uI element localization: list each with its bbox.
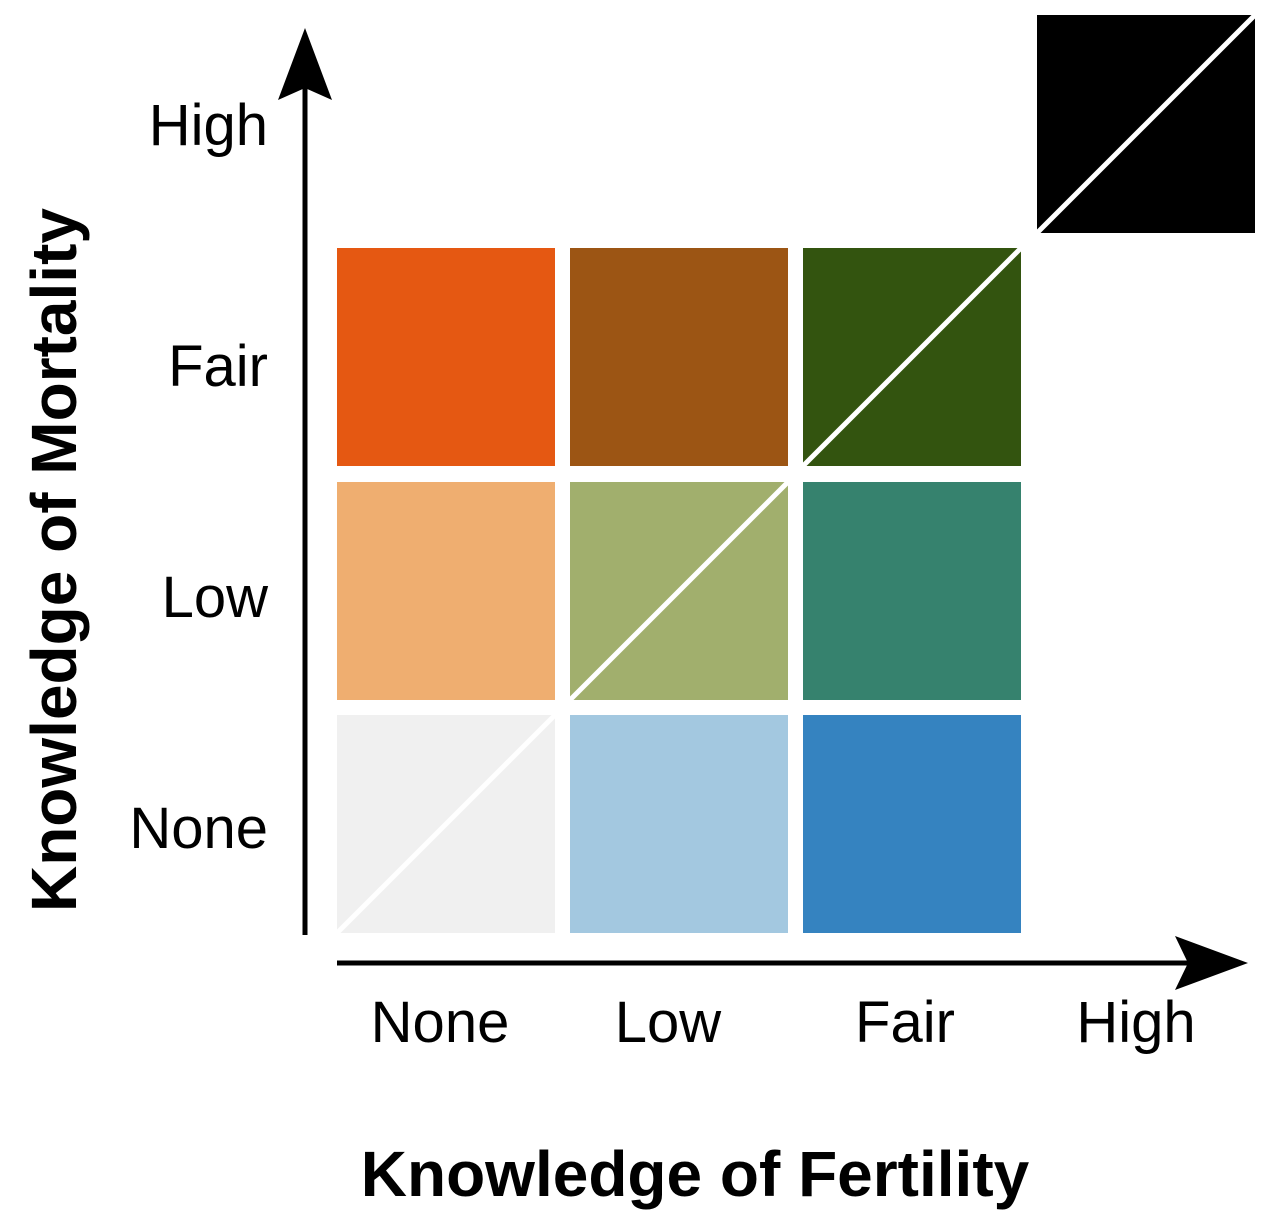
y-axis-arrowhead bbox=[278, 28, 332, 100]
y-tick-labels: None Low Fair High bbox=[129, 93, 269, 861]
x-tick-low: Low bbox=[615, 990, 723, 1055]
cell-diagonal-none-none bbox=[335, 713, 557, 935]
x-tick-high: High bbox=[1076, 990, 1195, 1055]
axes bbox=[278, 28, 1248, 990]
y-tick-low: Low bbox=[162, 565, 270, 630]
y-tick-none: None bbox=[129, 796, 268, 861]
y-axis-title: Knowledge of Mortality bbox=[18, 208, 90, 912]
cell-diagonal-high-high bbox=[1035, 13, 1257, 235]
cell-fair-none bbox=[803, 715, 1021, 933]
y-tick-fair: Fair bbox=[168, 334, 268, 399]
cell-diagonal-fair-fair bbox=[801, 246, 1023, 468]
x-tick-labels: None Low Fair High bbox=[371, 990, 1196, 1055]
x-axis-arrowhead bbox=[1175, 936, 1248, 990]
cell-layer bbox=[335, 13, 1257, 935]
cell-low-fair bbox=[570, 248, 788, 466]
x-tick-fair: Fair bbox=[855, 990, 955, 1055]
x-tick-none: None bbox=[371, 990, 510, 1055]
x-axis-title: Knowledge of Fertility bbox=[361, 1138, 1030, 1210]
cell-diagonal-low-low bbox=[568, 480, 790, 702]
cell-none-low bbox=[337, 482, 555, 700]
cell-low-none bbox=[570, 715, 788, 933]
cell-none-fair bbox=[337, 248, 555, 466]
y-tick-high: High bbox=[149, 93, 268, 158]
cell-fair-low bbox=[803, 482, 1021, 700]
